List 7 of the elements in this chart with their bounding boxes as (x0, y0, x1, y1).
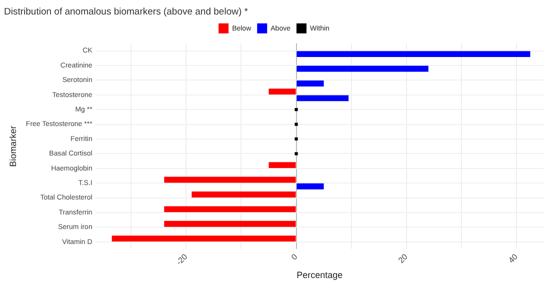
x-axis-title: Percentage (296, 270, 343, 280)
x-tick-label: 0 (290, 252, 300, 262)
x-tick-label: 20 (396, 252, 410, 265)
y-axis-title: Biomarker (8, 126, 18, 167)
x-tick-label: -20 (174, 252, 190, 267)
chart-title: Distribution of anomalous biomarkers (above and below) * (4, 6, 248, 18)
x-tick-label: 40 (506, 252, 520, 265)
